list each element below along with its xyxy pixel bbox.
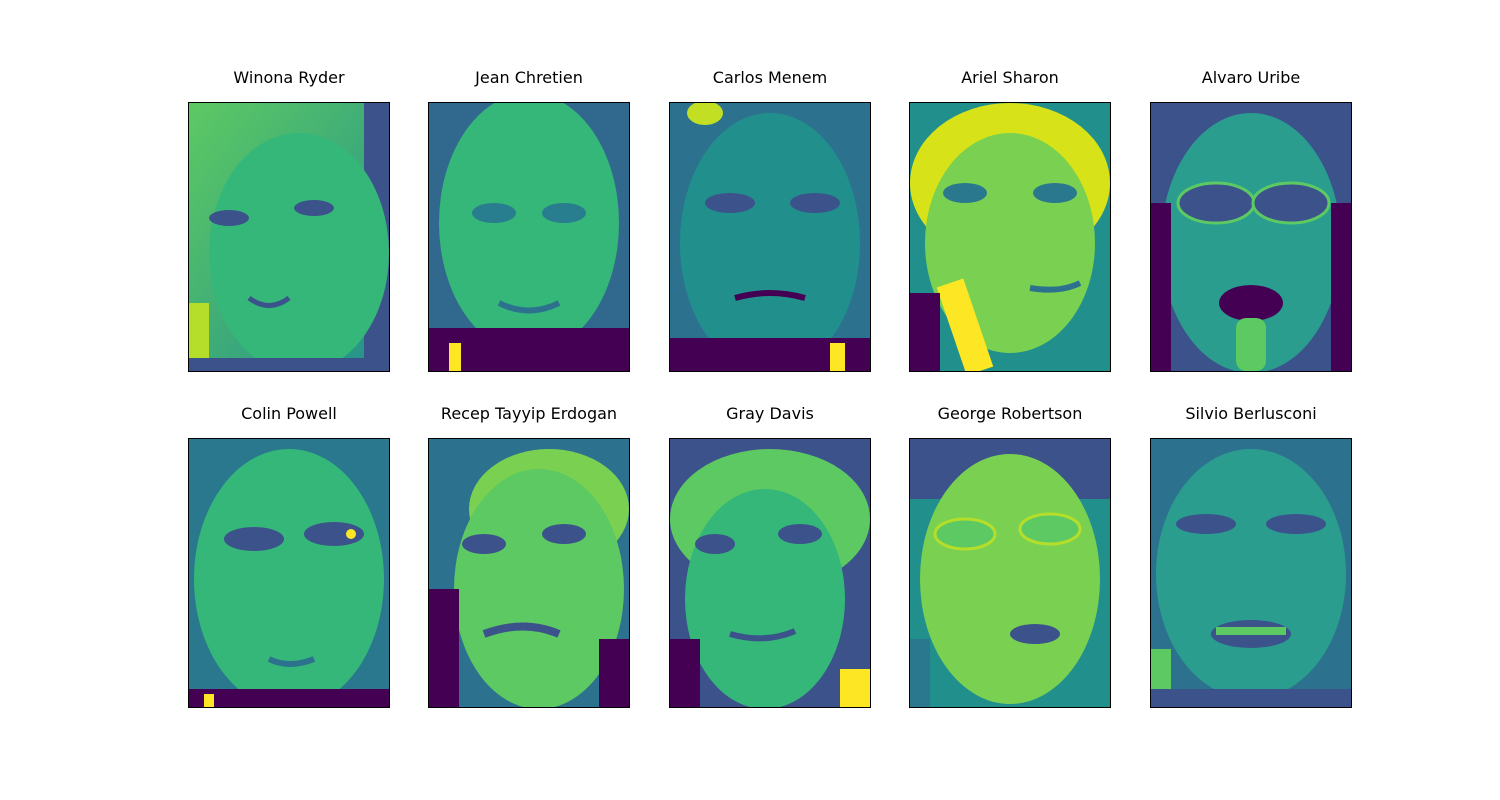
face-panel-alvaro-uribe: Alvaro Uribe: [1150, 67, 1352, 372]
face-image: [909, 438, 1111, 708]
face-panel-title: Gray Davis: [726, 404, 814, 423]
face-panel-title: Jean Chretien: [475, 68, 583, 87]
face-panel-carlos-menem: Carlos Menem: [669, 67, 871, 372]
face-panel-ariel-sharon: Ariel Sharon: [909, 67, 1111, 372]
face-image: [428, 102, 630, 372]
face-panel-george-robertson: George Robertson: [909, 403, 1111, 708]
face-panel-title: Recep Tayyip Erdogan: [440, 404, 618, 423]
face-panel-winona-ryder: Winona Ryder: [188, 67, 390, 372]
face-panel-title: Carlos Menem: [712, 68, 828, 87]
face-image: [1150, 438, 1352, 708]
face-image: [669, 102, 871, 372]
face-panel-silvio-berlusconi: Silvio Berlusconi: [1150, 403, 1352, 708]
face-image: [669, 438, 871, 708]
face-panel-title: Ariel Sharon: [961, 68, 1059, 87]
face-image: [909, 102, 1111, 372]
face-panel-title: Colin Powell: [241, 404, 337, 423]
face-panel-title: Alvaro Uribe: [1201, 68, 1301, 87]
face-image: [188, 102, 390, 372]
face-panel-title: Silvio Berlusconi: [1185, 404, 1317, 423]
face-panel-colin-powell: Colin Powell: [188, 403, 390, 708]
face-panel-jean-chretien: Jean Chretien: [428, 67, 630, 372]
face-image: [428, 438, 630, 708]
face-panel-title: George Robertson: [937, 404, 1083, 423]
face-panel-recep-tayyip-erdogan: Recep Tayyip Erdogan: [428, 403, 630, 708]
face-panel-gray-davis: Gray Davis: [669, 403, 871, 708]
face-panel-title: Winona Ryder: [233, 68, 345, 87]
face-image: [188, 438, 390, 708]
face-image: [1150, 102, 1352, 372]
